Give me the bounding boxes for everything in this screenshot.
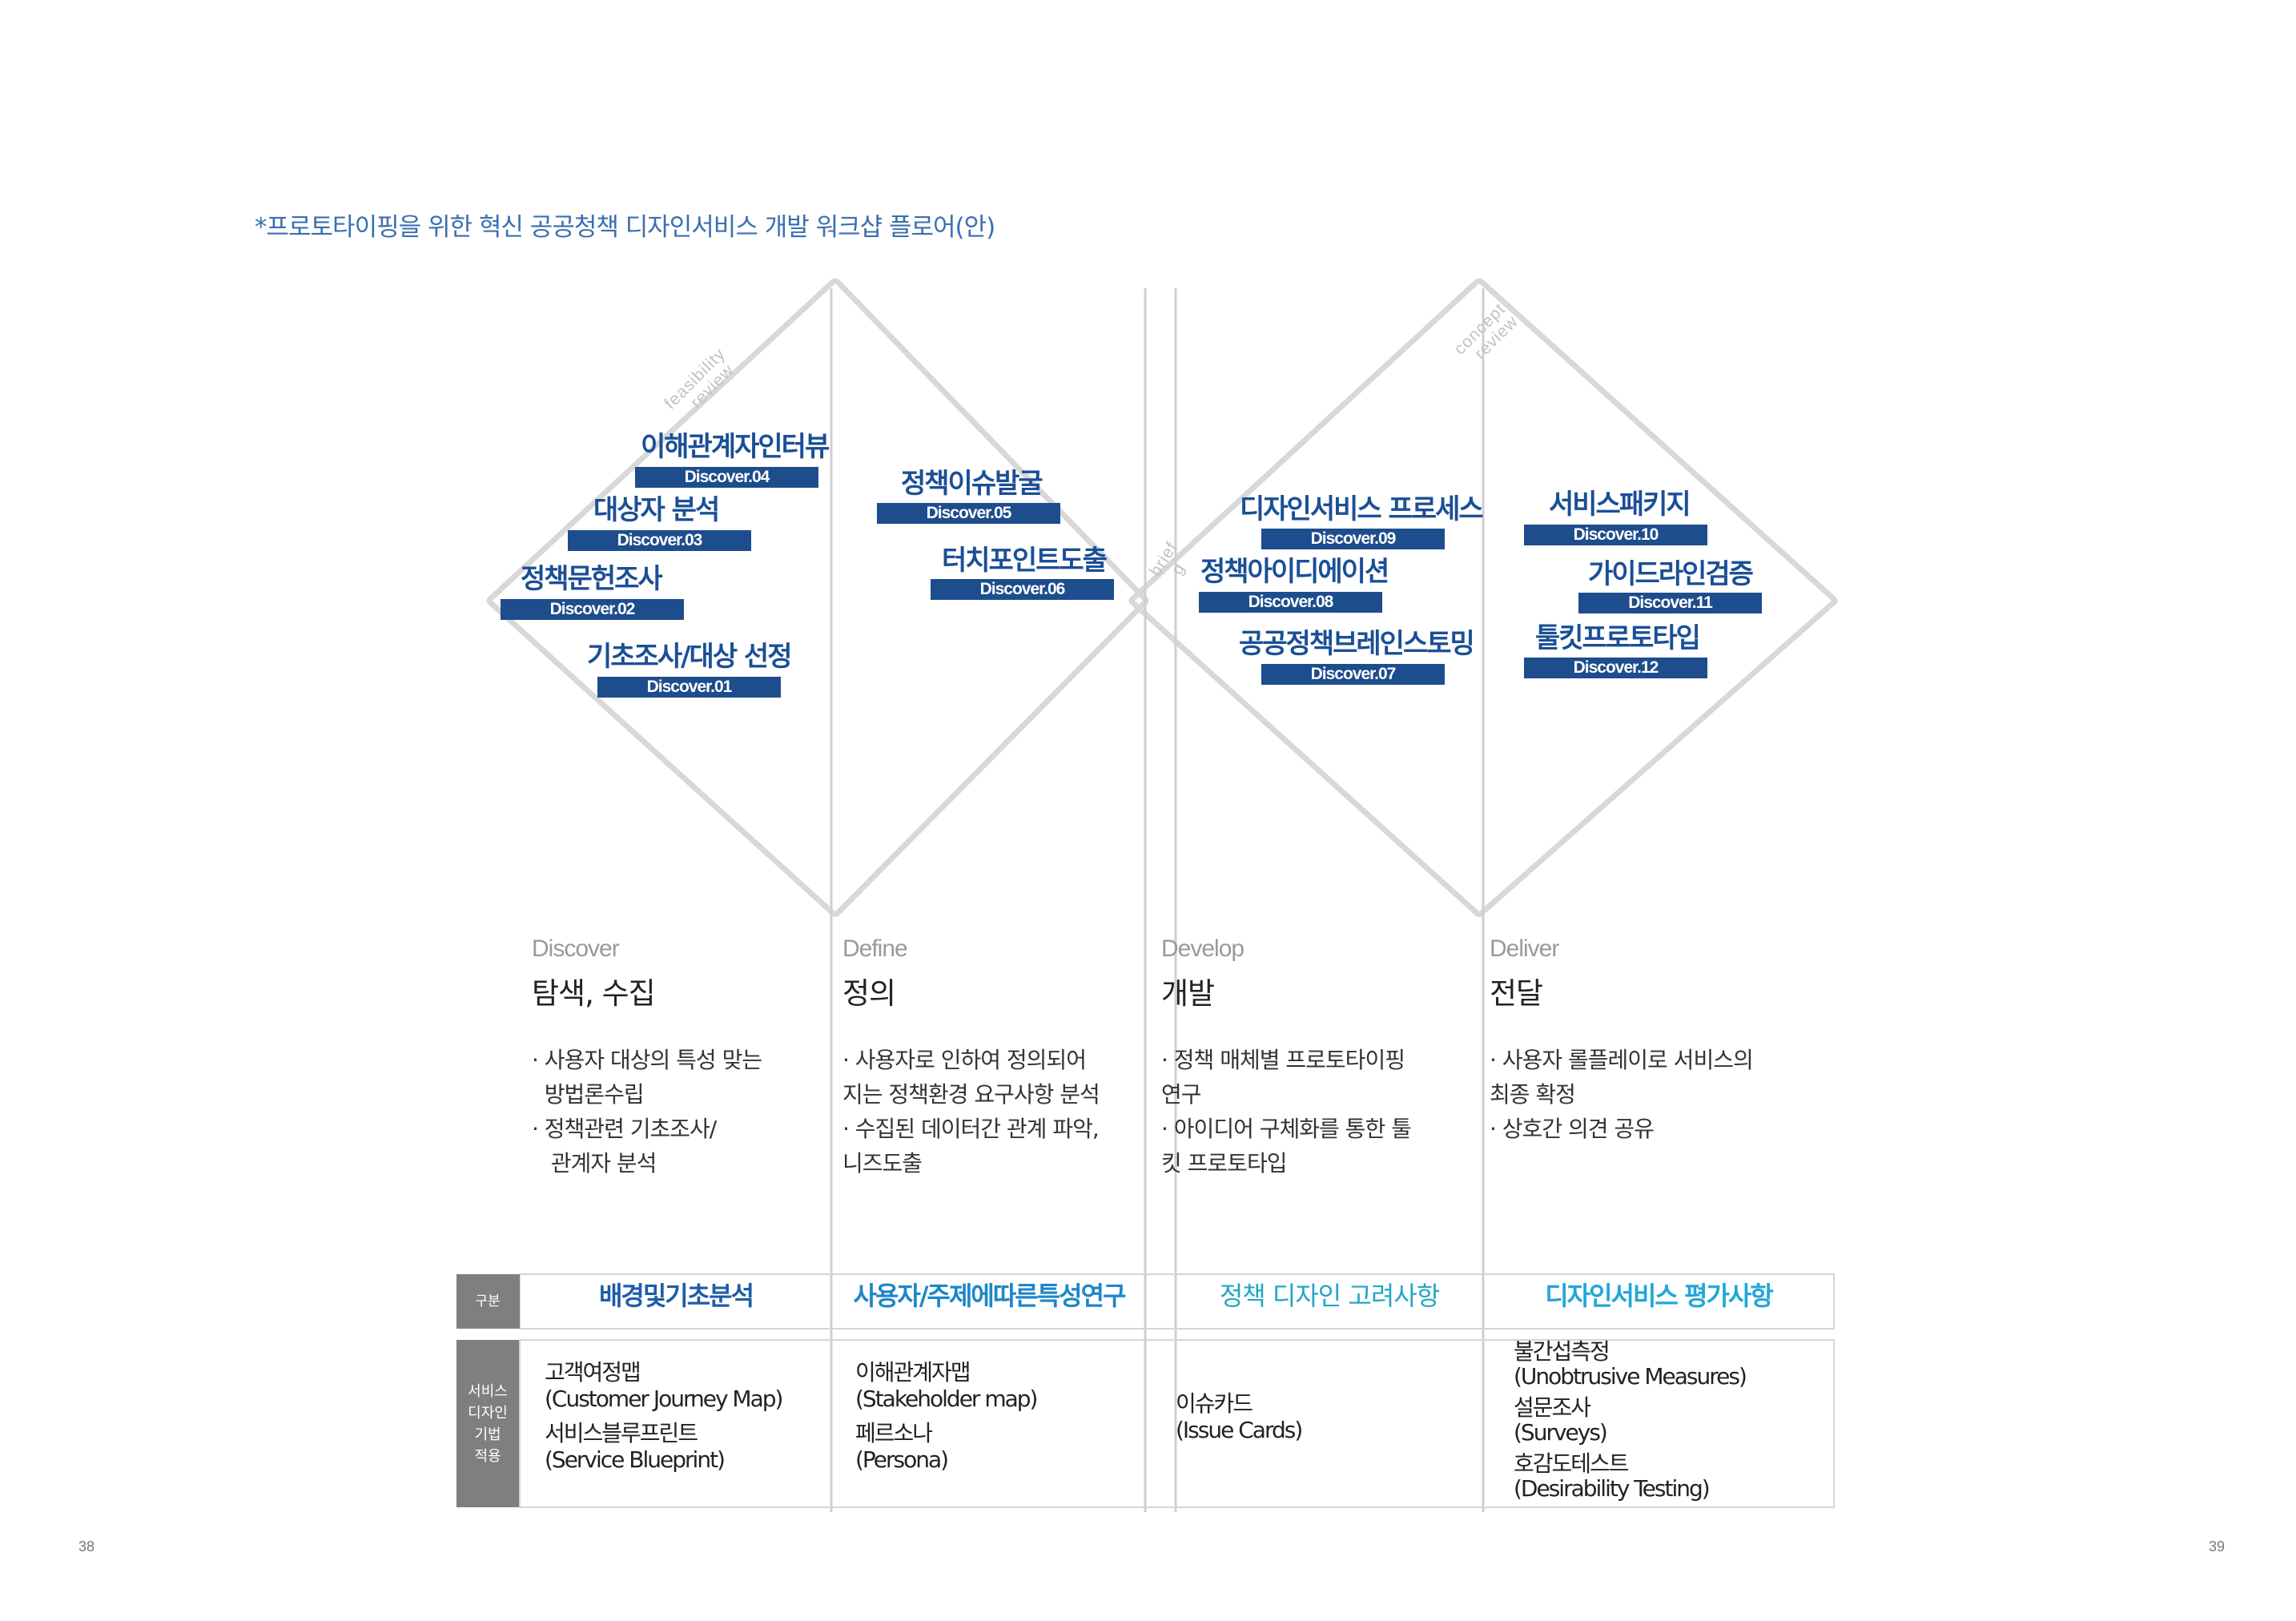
card-tag: Discover.12 bbox=[1524, 658, 1707, 678]
phase-bullets: · 정책 매체별 프로토타이핑 연구 · 아이디어 구체화를 통한 툴 킷 프로… bbox=[1161, 1047, 1412, 1177]
card-tag: Discover.09 bbox=[1261, 529, 1445, 549]
card-tag: Discover.11 bbox=[1578, 593, 1762, 613]
table-body-row bbox=[519, 1339, 1835, 1508]
list-item: 호감도테스트 (Desirability Testing) bbox=[1514, 1450, 1711, 1502]
list-item: 서비스블루프린트 (Service Blueprint) bbox=[545, 1420, 726, 1473]
card-tag: Discover.01 bbox=[597, 677, 781, 698]
table-cell-1: 고객여정맵 (Customer Journey Map) 서비스블루프린트 (S… bbox=[545, 1359, 783, 1481]
card-tag: Discover.04 bbox=[635, 467, 818, 488]
phase-en-label: Develop bbox=[1161, 935, 1245, 962]
card-title: 서비스패키지 bbox=[1549, 489, 1691, 521]
card-title: 터치포인트도출 bbox=[942, 545, 1108, 577]
left-diamond bbox=[486, 278, 1149, 917]
phase-en-label: Discover bbox=[532, 935, 620, 962]
table-cell-3: 이슈카드 (Issue Cards) bbox=[1176, 1390, 1303, 1451]
card-title: 정책문헌조사 bbox=[521, 563, 663, 595]
table-col-title-2: 사용자/주제에따른특성연구 bbox=[853, 1281, 1127, 1311]
table-col-title-1: 배경및기초분석 bbox=[598, 1281, 754, 1311]
phase-bullets: · 사용자로 인하여 정의되어 지는 정책환경 요구사항 분석 · 수집된 데이… bbox=[842, 1047, 1100, 1177]
phase-ko-label: 개발 bbox=[1161, 976, 1215, 1011]
phase-ko-label: 정의 bbox=[842, 976, 896, 1011]
table-row-label: 서비스 디자인 기법 적용 bbox=[456, 1340, 519, 1507]
diagram-heading: *프로토타이핑을 위한 혁신 공공청책 디자인서비스 개발 워크샵 플로어(안) bbox=[255, 213, 995, 242]
card-tag: Discover.03 bbox=[568, 530, 751, 551]
page-number-right: 39 bbox=[2209, 1539, 2226, 1555]
card-tag: Discover.05 bbox=[877, 503, 1060, 524]
card-title: 대상자 분석 bbox=[593, 494, 720, 526]
card-title: 공공정책브레인스토밍 bbox=[1239, 628, 1475, 660]
card-title: 기초조사/대상 선정 bbox=[587, 641, 792, 673]
card-title: 정책아이디에이션 bbox=[1200, 556, 1389, 588]
card-title: 가이드라인검증 bbox=[1588, 558, 1754, 590]
right-diamond bbox=[1128, 278, 1838, 917]
table-col-title-3: 정책 디자인 고려사항 bbox=[1219, 1281, 1440, 1311]
card-tag: Discover.10 bbox=[1524, 525, 1707, 545]
phase-ko-label: 전달 bbox=[1490, 976, 1543, 1011]
list-item: 불간섭측정 (Unobtrusive Measures) bbox=[1514, 1338, 1747, 1390]
phase-en-label: Define bbox=[842, 935, 908, 962]
phase-ko-label: 탐색, 수집 bbox=[532, 976, 656, 1011]
phase-bullets: · 사용자 대상의 특성 맞는 방법론수립 · 정책관련 기초조사/ 관계자 분… bbox=[532, 1047, 762, 1177]
card-tag: Discover.02 bbox=[501, 599, 684, 620]
card-tag: Discover.08 bbox=[1199, 592, 1382, 613]
list-item: 이해관계자맵 (Stakeholder map) bbox=[855, 1359, 1038, 1412]
card-tag: Discover.07 bbox=[1261, 664, 1445, 685]
card-title: 정책이슈발굴 bbox=[901, 468, 1043, 500]
table-header-label: 구분 bbox=[456, 1274, 519, 1329]
table-col-title-4: 디자인서비스 평가사항 bbox=[1545, 1281, 1774, 1311]
card-title: 이해관계자인터뷰 bbox=[641, 431, 830, 463]
table-cell-4: 불간섭측정 (Unobtrusive Measures) 설문조사 (Surve… bbox=[1514, 1338, 1747, 1502]
list-item: 설문조사 (Surveys) bbox=[1514, 1394, 1608, 1446]
card-title: 디자인서비스 프로세스 bbox=[1240, 493, 1484, 525]
phase-en-label: Deliver bbox=[1490, 935, 1559, 962]
table-cell-2: 이해관계자맵 (Stakeholder map) 페르소나 (Persona) bbox=[855, 1359, 1038, 1481]
page-number-left: 38 bbox=[78, 1539, 95, 1555]
card-title: 툴킷프로토타입 bbox=[1535, 622, 1701, 654]
card-tag: Discover.06 bbox=[931, 579, 1114, 600]
phase-bullets: · 사용자 롤플레이로 서비스의 최종 확정 · 상호간 의견 공유 bbox=[1490, 1047, 1754, 1142]
list-item: 페르소나 (Persona) bbox=[855, 1420, 949, 1473]
list-item: 이슈카드 (Issue Cards) bbox=[1176, 1390, 1303, 1443]
list-item: 고객여정맵 (Customer Journey Map) bbox=[545, 1359, 783, 1412]
